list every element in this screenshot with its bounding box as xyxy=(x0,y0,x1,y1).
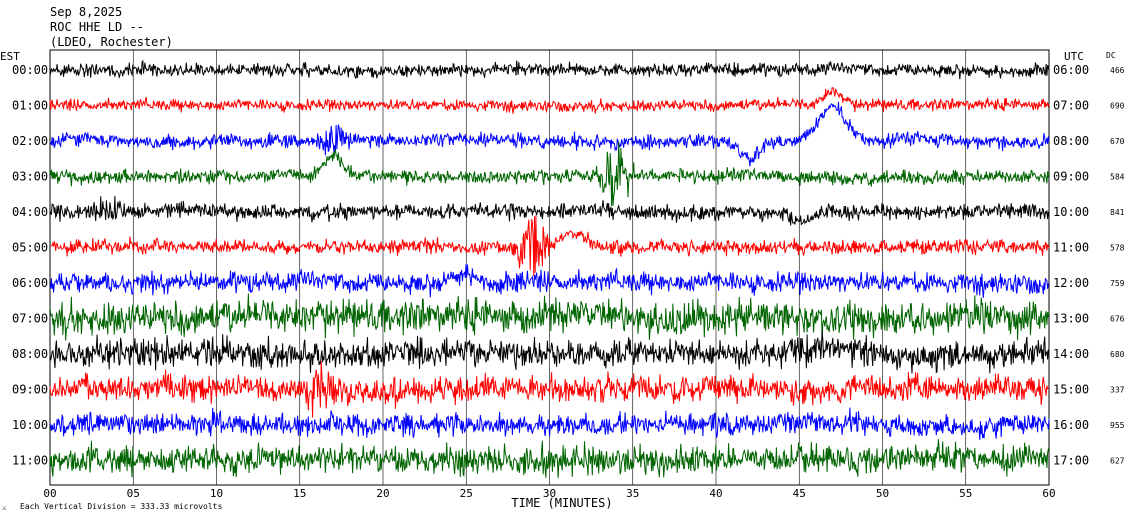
trace-0600 xyxy=(49,264,1050,298)
utc-time-label: 06:00 xyxy=(1053,63,1089,77)
network-name: (LDEO, Rochester) xyxy=(50,35,173,49)
est-time-label: 02:00 xyxy=(12,134,48,148)
utc-time-label: 08:00 xyxy=(1053,134,1089,148)
dc-value: 676 xyxy=(1110,315,1125,324)
utc-time-label: 13:00 xyxy=(1053,312,1089,326)
left-zone-label: EST xyxy=(0,50,20,63)
est-time-label: 06:00 xyxy=(12,276,48,290)
utc-time-label: 15:00 xyxy=(1053,383,1089,397)
dc-value: 759 xyxy=(1110,279,1125,288)
est-time-label: 08:00 xyxy=(12,347,48,361)
x-tick-label: 40 xyxy=(709,487,722,500)
x-tick-label: 45 xyxy=(793,487,806,500)
utc-time-label: 10:00 xyxy=(1053,205,1089,219)
utc-time-label: 12:00 xyxy=(1053,276,1089,290)
right-zone-label: UTC xyxy=(1064,50,1084,63)
trace-0200 xyxy=(49,101,1050,167)
x-tick-label: 15 xyxy=(293,487,306,500)
trace-0300 xyxy=(49,141,1050,207)
est-time-label: 10:00 xyxy=(12,418,48,432)
scale-note: Each Vertical Division = 333.33 microvol… xyxy=(20,502,222,511)
x-tick-label: 30 xyxy=(543,487,556,500)
utc-time-label: 07:00 xyxy=(1053,99,1089,113)
est-time-label: 00:00 xyxy=(12,63,48,77)
trace-1000 xyxy=(49,407,1050,441)
dc-value: 627 xyxy=(1110,457,1125,466)
dc-value: 690 xyxy=(1110,102,1125,111)
est-time-label: 01:00 xyxy=(12,99,48,113)
est-time-label: 09:00 xyxy=(12,383,48,397)
est-time-label: 04:00 xyxy=(12,205,48,219)
vertical-gridlines xyxy=(132,50,967,485)
dc-value: 680 xyxy=(1110,350,1125,359)
x-tick-label: 60 xyxy=(1042,487,1055,500)
est-time-label: 05:00 xyxy=(12,241,48,255)
x-tick-label: 50 xyxy=(876,487,889,500)
dc-value: 578 xyxy=(1110,244,1125,253)
trace-0900 xyxy=(49,360,1050,418)
x-tick-label: 10 xyxy=(210,487,223,500)
trace-group xyxy=(49,59,1050,479)
trace-0700 xyxy=(49,293,1050,341)
utc-time-label: 11:00 xyxy=(1053,241,1089,255)
dc-value: 670 xyxy=(1110,137,1125,146)
x-tick-label: 25 xyxy=(460,487,473,500)
utc-time-label: 09:00 xyxy=(1053,170,1089,184)
trace-0000 xyxy=(49,59,1050,80)
corner-mark: ⚔ xyxy=(2,503,7,512)
dc-value: 955 xyxy=(1110,421,1125,430)
trace-0400 xyxy=(49,195,1050,226)
record-date: Sep 8,2025 xyxy=(50,5,122,19)
est-time-label: 07:00 xyxy=(12,312,48,326)
x-tick-label: 00 xyxy=(43,487,56,500)
est-time-label: 03:00 xyxy=(12,170,48,184)
dc-value: 841 xyxy=(1110,208,1125,217)
trace-0100 xyxy=(49,87,1050,114)
dc-value: 466 xyxy=(1110,66,1125,75)
dc-value: 337 xyxy=(1110,386,1125,395)
est-time-label: 11:00 xyxy=(12,454,48,468)
trace-0500 xyxy=(49,215,1050,277)
x-tick-label: 20 xyxy=(376,487,389,500)
x-tick-label: 05 xyxy=(127,487,140,500)
dc-header: DC xyxy=(1106,51,1116,60)
x-axis-label: TIME (MINUTES) xyxy=(511,496,612,510)
dc-value: 584 xyxy=(1110,173,1125,182)
utc-time-label: 17:00 xyxy=(1053,454,1089,468)
utc-time-label: 16:00 xyxy=(1053,418,1089,432)
x-tick-label: 55 xyxy=(959,487,972,500)
station-code: ROC HHE LD -- xyxy=(50,20,144,34)
x-tick-labels: 00 05 10 15 20 25 30 35 40 45 50 55 60 xyxy=(43,487,1055,500)
utc-time-label: 14:00 xyxy=(1053,347,1089,361)
x-tick-label: 35 xyxy=(626,487,639,500)
row-labels: 00:00 06:00 466 01:00 07:00 690 02:00 08:00 670 0… xyxy=(12,63,1125,468)
trace-0800 xyxy=(49,331,1050,374)
trace-1100 xyxy=(49,439,1050,479)
